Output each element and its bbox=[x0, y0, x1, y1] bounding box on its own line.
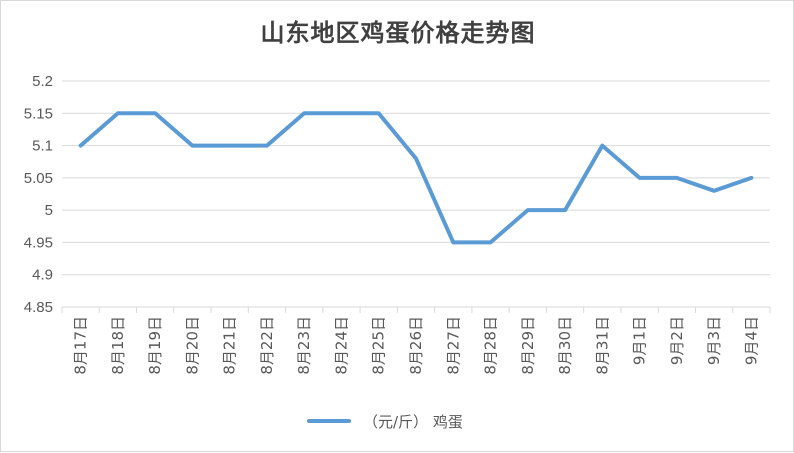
x-tick-label: 9月2日 bbox=[668, 316, 686, 365]
data-point bbox=[451, 240, 455, 244]
data-point bbox=[377, 111, 381, 115]
data-point bbox=[190, 144, 194, 148]
chart-legend: （元/斤） 鸡蛋 bbox=[307, 409, 463, 433]
data-point bbox=[600, 144, 604, 148]
data-point bbox=[675, 176, 679, 180]
data-point bbox=[489, 240, 493, 244]
x-tick-label: 8月30日 bbox=[556, 316, 574, 375]
y-tick-label: 4.9 bbox=[32, 267, 53, 284]
x-tick-label: 8月27日 bbox=[444, 316, 462, 375]
data-point bbox=[749, 176, 753, 180]
data-point bbox=[116, 111, 120, 115]
x-tick-label: 8月29日 bbox=[519, 316, 537, 375]
data-point bbox=[265, 144, 269, 148]
x-tick-label: 9月1日 bbox=[631, 316, 649, 365]
y-tick-label: 5.1 bbox=[32, 138, 53, 155]
y-tick-label: 5.2 bbox=[32, 73, 53, 90]
x-tick-label: 9月4日 bbox=[742, 316, 760, 365]
data-point bbox=[712, 189, 716, 193]
x-tick-label: 8月18日 bbox=[109, 316, 127, 375]
x-tick-label: 8月31日 bbox=[593, 316, 611, 375]
data-point bbox=[228, 144, 232, 148]
data-point bbox=[339, 111, 343, 115]
data-point bbox=[638, 176, 642, 180]
data-point bbox=[79, 144, 83, 148]
y-tick-label: 4.95 bbox=[24, 234, 53, 251]
legend-label: （元/斤） 鸡蛋 bbox=[363, 412, 463, 431]
x-tick-label: 8月25日 bbox=[370, 316, 388, 375]
x-tick-label: 8月20日 bbox=[183, 316, 201, 375]
chart-title: 山东地区鸡蛋价格走势图 bbox=[260, 19, 536, 47]
y-tick-label: 5 bbox=[45, 202, 53, 219]
x-tick-label: 8月28日 bbox=[482, 316, 500, 375]
data-point bbox=[563, 208, 567, 212]
x-tick-label: 8月22日 bbox=[258, 316, 276, 375]
data-point bbox=[526, 208, 530, 212]
y-tick-label: 5.15 bbox=[24, 105, 53, 122]
y-tick-label: 4.85 bbox=[24, 299, 53, 316]
legend-swatch bbox=[307, 419, 351, 423]
x-tick-label: 8月23日 bbox=[295, 316, 313, 375]
x-tick-label: 8月19日 bbox=[146, 316, 164, 375]
x-tick-label: 8月21日 bbox=[221, 316, 239, 375]
y-tick-label: 5.05 bbox=[24, 170, 53, 187]
x-tick-label: 8月24日 bbox=[332, 316, 350, 375]
x-tick-label: 8月17日 bbox=[72, 316, 90, 375]
data-point bbox=[153, 111, 157, 115]
data-point bbox=[414, 156, 418, 160]
data-point bbox=[302, 111, 306, 115]
x-tick-label: 8月26日 bbox=[407, 316, 425, 375]
x-tick-label: 9月3日 bbox=[705, 316, 723, 365]
